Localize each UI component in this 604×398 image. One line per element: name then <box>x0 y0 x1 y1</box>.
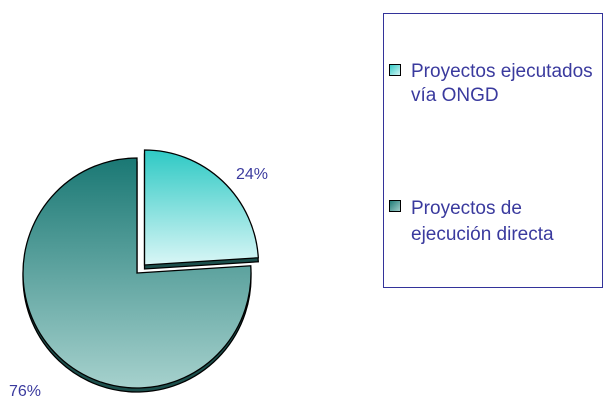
data-label-ejecucion-directa: 76% <box>9 383 41 398</box>
legend-box <box>383 13 603 288</box>
legend: Proyectos ejecutados vía ONGD Proyectos … <box>383 13 603 288</box>
legend-label-via-ongd: Proyectos ejecutados <box>411 61 593 82</box>
legend-label-ejecucion-directa-line2: ejecución directa <box>411 224 554 245</box>
legend-label-ejecucion-directa: Proyectos de <box>411 198 522 219</box>
pie-plot-area: 24% 76% <box>9 149 268 398</box>
legend-swatch-via-ongd <box>389 64 401 76</box>
legend-swatch-ejecucion-directa <box>389 200 401 212</box>
pie-slice-via-ongd <box>143 149 259 266</box>
legend-item-via-ongd: Proyectos ejecutados vía ONGD <box>389 61 593 106</box>
data-label-via-ongd: 24% <box>236 166 268 183</box>
legend-label-via-ongd-line2: vía ONGD <box>411 85 499 106</box>
pie-slice-ejecucion-directa <box>22 157 252 389</box>
legend-item-ejecucion-directa: Proyectos de ejecución directa <box>389 198 554 245</box>
